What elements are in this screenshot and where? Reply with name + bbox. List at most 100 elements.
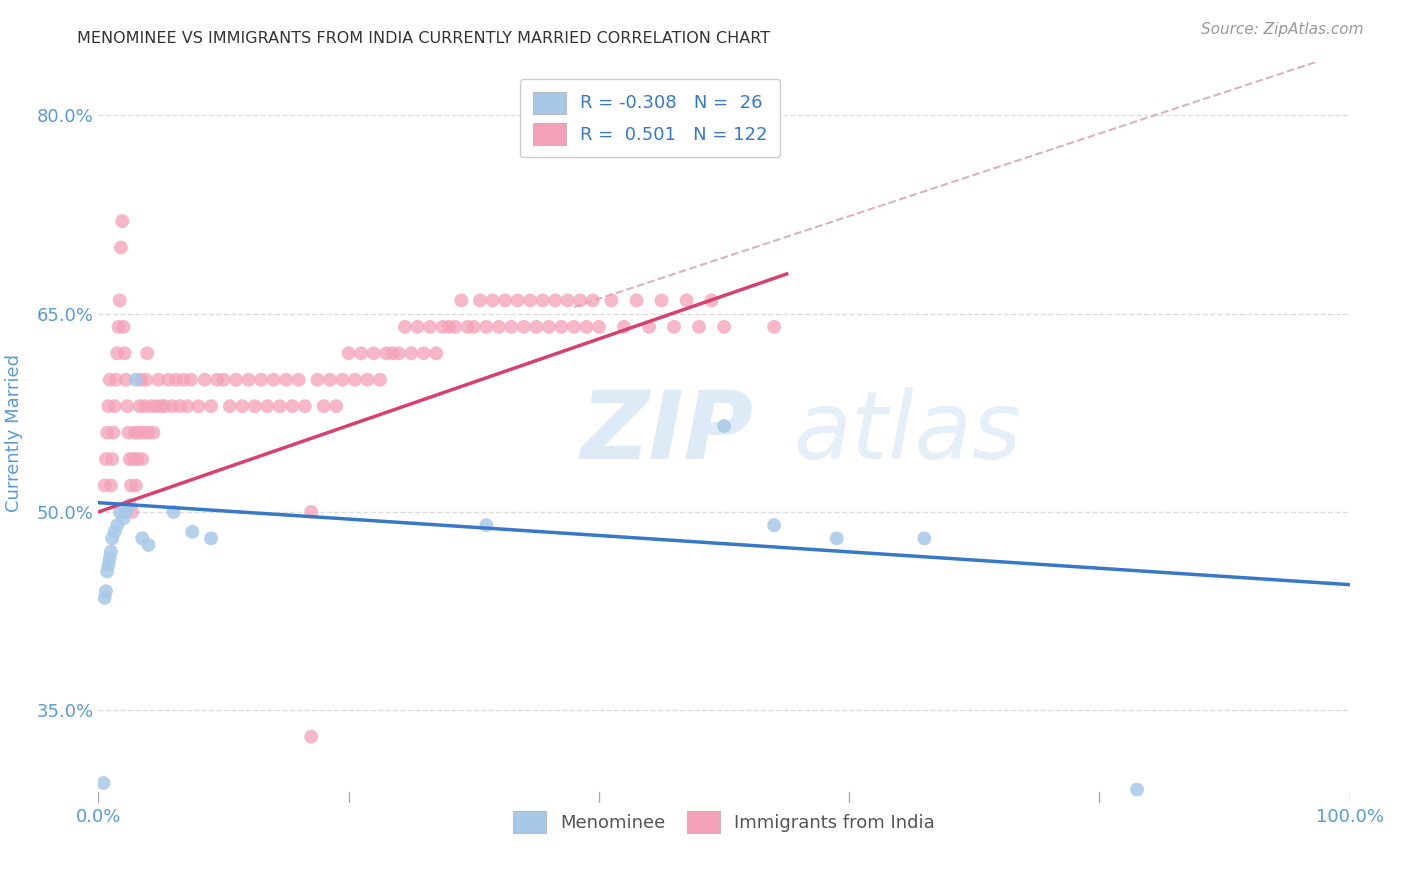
Point <box>238 373 260 387</box>
Point <box>325 399 347 413</box>
Point <box>138 425 160 440</box>
Point <box>162 505 184 519</box>
Text: Source: ZipAtlas.com: Source: ZipAtlas.com <box>1201 22 1364 37</box>
Point <box>194 373 217 387</box>
Point <box>114 346 136 360</box>
Point <box>475 518 498 533</box>
Point <box>117 425 139 440</box>
Point <box>128 399 150 413</box>
Point <box>94 452 117 467</box>
Point <box>519 293 541 308</box>
Point <box>406 319 429 334</box>
Point <box>375 346 398 360</box>
Point <box>613 319 636 334</box>
Point <box>419 319 441 334</box>
Point <box>562 319 585 334</box>
Point <box>713 419 735 434</box>
Point <box>104 373 127 387</box>
Point <box>120 478 142 492</box>
Point <box>93 591 115 605</box>
Point <box>688 319 710 334</box>
Point <box>131 532 153 546</box>
Point <box>513 319 536 334</box>
Point <box>181 524 204 539</box>
Point <box>662 319 685 334</box>
Point <box>118 499 141 513</box>
Point <box>550 319 572 334</box>
Point <box>437 319 460 334</box>
Point <box>626 293 648 308</box>
Point <box>115 505 138 519</box>
Point <box>299 505 322 519</box>
Point <box>218 399 240 413</box>
Point <box>912 532 935 546</box>
Point <box>108 505 131 519</box>
Point <box>299 730 322 744</box>
Text: atlas: atlas <box>793 387 1021 478</box>
Point <box>153 399 176 413</box>
Point <box>481 293 503 308</box>
Text: MENOMINEE VS IMMIGRANTS FROM INDIA CURRENTLY MARRIED CORRELATION CHART: MENOMINEE VS IMMIGRANTS FROM INDIA CURRE… <box>77 31 770 46</box>
Point <box>122 452 145 467</box>
Point <box>319 373 342 387</box>
Point <box>100 544 122 558</box>
Y-axis label: Currently Married: Currently Married <box>4 353 22 512</box>
Point <box>104 399 127 413</box>
Point <box>475 319 498 334</box>
Point <box>763 518 786 533</box>
Point <box>557 293 579 308</box>
Point <box>212 373 235 387</box>
Point <box>337 346 360 360</box>
Point <box>588 319 610 334</box>
Point <box>531 293 554 308</box>
Point <box>281 399 304 413</box>
Point <box>135 373 157 387</box>
Point <box>115 399 138 413</box>
Text: ZIP: ZIP <box>581 386 754 479</box>
Point <box>494 293 516 308</box>
Point <box>125 478 148 492</box>
Point <box>537 319 560 334</box>
Point <box>108 293 131 308</box>
Point <box>250 373 273 387</box>
Point <box>231 399 253 413</box>
Point <box>105 518 128 533</box>
Point <box>294 399 316 413</box>
Point <box>457 319 479 334</box>
Point <box>524 319 547 334</box>
Point <box>582 293 605 308</box>
Point <box>97 399 120 413</box>
Point <box>173 373 195 387</box>
Point <box>1126 782 1149 797</box>
Point <box>107 319 129 334</box>
Point <box>243 399 266 413</box>
Point <box>94 584 117 599</box>
Point <box>263 373 285 387</box>
Point <box>96 425 118 440</box>
Point <box>101 532 124 546</box>
Point <box>394 319 416 334</box>
Point <box>401 346 423 360</box>
Legend: Menominee, Immigrants from India: Menominee, Immigrants from India <box>501 798 948 846</box>
Point <box>129 373 152 387</box>
Point <box>138 538 160 552</box>
Point <box>101 452 124 467</box>
Point <box>110 240 132 255</box>
Point <box>432 319 454 334</box>
Point <box>501 319 523 334</box>
Point <box>506 293 529 308</box>
Point <box>180 373 202 387</box>
Point <box>139 399 162 413</box>
Point <box>169 399 191 413</box>
Point <box>112 319 135 334</box>
Point <box>444 319 467 334</box>
Point <box>124 425 146 440</box>
Point <box>412 346 434 360</box>
Point <box>600 293 623 308</box>
Point <box>115 373 138 387</box>
Point <box>125 373 148 387</box>
Point <box>713 319 735 334</box>
Point <box>488 319 510 334</box>
Point <box>127 452 149 467</box>
Point <box>675 293 697 308</box>
